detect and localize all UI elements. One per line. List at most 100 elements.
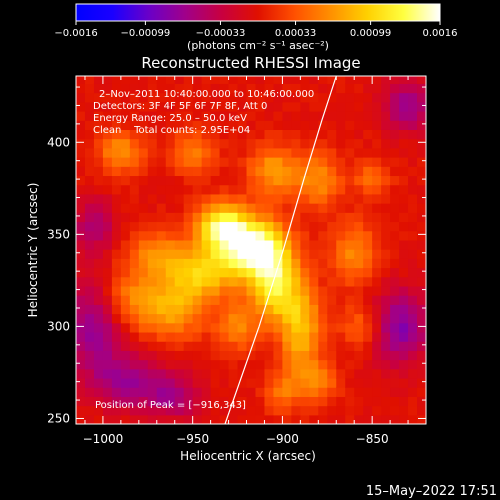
heatmap-cell xyxy=(246,368,257,379)
heatmap-cell xyxy=(372,212,382,223)
heatmap-cell xyxy=(93,92,104,103)
heatmap-cell xyxy=(336,83,346,94)
heatmap-cell xyxy=(327,175,337,186)
heatmap-cell xyxy=(237,120,248,130)
heatmap-cell xyxy=(318,76,328,84)
heatmap-cell xyxy=(76,110,86,121)
heatmap-cell xyxy=(237,313,248,324)
heatmap-cell xyxy=(237,92,248,103)
heatmap-cell xyxy=(76,92,86,103)
heatmap-cell xyxy=(147,138,158,149)
heatmap-cell xyxy=(174,322,185,333)
heatmap-cell xyxy=(399,285,409,296)
heatmap-cell xyxy=(183,341,194,351)
heatmap-cell xyxy=(147,359,158,370)
heatmap-cell xyxy=(192,276,203,287)
heatmap-cell xyxy=(345,147,355,158)
x-tick-label: −900 xyxy=(266,432,299,446)
heatmap-cell xyxy=(219,368,230,379)
heatmap-cell xyxy=(246,267,257,278)
heatmap-cell xyxy=(264,331,275,342)
heatmap-cell xyxy=(300,212,310,223)
heatmap-cell xyxy=(174,203,185,213)
heatmap-cell xyxy=(93,203,104,213)
x-tick-label: −1000 xyxy=(83,432,124,446)
heatmap-cell xyxy=(336,76,346,84)
heatmap-cell xyxy=(138,230,149,241)
heatmap-cell xyxy=(273,249,284,259)
heatmap-cell xyxy=(246,166,257,177)
heatmap-cell xyxy=(174,341,185,351)
heatmap-cell xyxy=(183,285,194,296)
heatmap-cell xyxy=(363,267,373,278)
colorbar-tick-label: −0.00099 xyxy=(121,28,171,39)
heatmap-cell xyxy=(147,387,158,397)
heatmap-cell xyxy=(282,285,292,296)
heatmap-cell xyxy=(318,147,328,158)
heatmap-cell xyxy=(390,138,400,149)
heatmap-cell xyxy=(129,239,140,250)
heatmap-cell xyxy=(300,387,310,397)
heatmap-cell xyxy=(165,83,176,94)
heatmap-cell xyxy=(309,258,319,269)
heatmap-cell xyxy=(282,166,292,177)
heatmap-cell xyxy=(156,258,167,269)
heatmap-cell xyxy=(363,230,373,241)
heatmap-cell xyxy=(156,387,167,397)
heatmap-cell xyxy=(129,147,140,158)
heatmap-cell xyxy=(327,230,337,241)
heatmap-cell xyxy=(318,285,328,296)
heatmap-cell xyxy=(228,138,239,149)
heatmap-cell xyxy=(408,101,418,112)
heatmap-cell xyxy=(417,212,426,223)
heatmap-cell xyxy=(282,110,292,121)
heatmap-cell xyxy=(156,129,167,140)
heatmap-cell xyxy=(381,368,391,379)
heatmap-cell xyxy=(76,249,86,259)
heatmap-cell xyxy=(174,276,185,287)
heatmap-cell xyxy=(291,350,301,361)
heatmap-cell xyxy=(318,258,328,269)
heatmap-cell xyxy=(210,258,221,269)
heatmap-cell xyxy=(417,203,426,213)
heatmap-cell xyxy=(219,322,230,333)
heatmap-cell xyxy=(102,405,113,416)
heatmap-cell xyxy=(228,76,239,84)
heatmap-cell xyxy=(165,221,176,232)
heatmap-cell xyxy=(354,249,364,259)
heatmap-cell xyxy=(192,377,203,388)
heatmap-cell xyxy=(111,175,122,186)
heatmap-cell xyxy=(237,285,248,296)
heatmap-cell xyxy=(111,92,122,103)
heatmap-cell xyxy=(111,221,122,232)
heatmap-cell xyxy=(300,76,310,84)
chart-title: Reconstructed RHESSI Image xyxy=(141,54,360,72)
heatmap-cell xyxy=(291,396,301,407)
heatmap-cell xyxy=(84,221,95,232)
heatmap-cell xyxy=(246,350,257,361)
heatmap-cell xyxy=(192,166,203,177)
heatmap-cell xyxy=(354,414,364,424)
heatmap-cell xyxy=(192,184,203,195)
heatmap-cell xyxy=(129,276,140,287)
heatmap-cell xyxy=(93,212,104,223)
heatmap-cell xyxy=(129,331,140,342)
heatmap-cell xyxy=(264,120,275,130)
heatmap-cell xyxy=(300,341,310,351)
heatmap-cell xyxy=(138,129,149,140)
heatmap-cell xyxy=(219,184,230,195)
heatmap-cell xyxy=(300,203,310,213)
heatmap-cell xyxy=(390,295,400,305)
heatmap-cell xyxy=(102,221,113,232)
heatmap-cell xyxy=(201,267,212,278)
heatmap-cell xyxy=(228,157,239,167)
heatmap-cell xyxy=(201,239,212,250)
heatmap-cell xyxy=(255,396,266,407)
heatmap-cell xyxy=(246,304,257,315)
heatmap-cell xyxy=(246,83,257,94)
heatmap-cell xyxy=(111,285,122,296)
heatmap-cell xyxy=(76,267,86,278)
heatmap-cell xyxy=(327,405,337,416)
heatmap-cell xyxy=(84,258,95,269)
